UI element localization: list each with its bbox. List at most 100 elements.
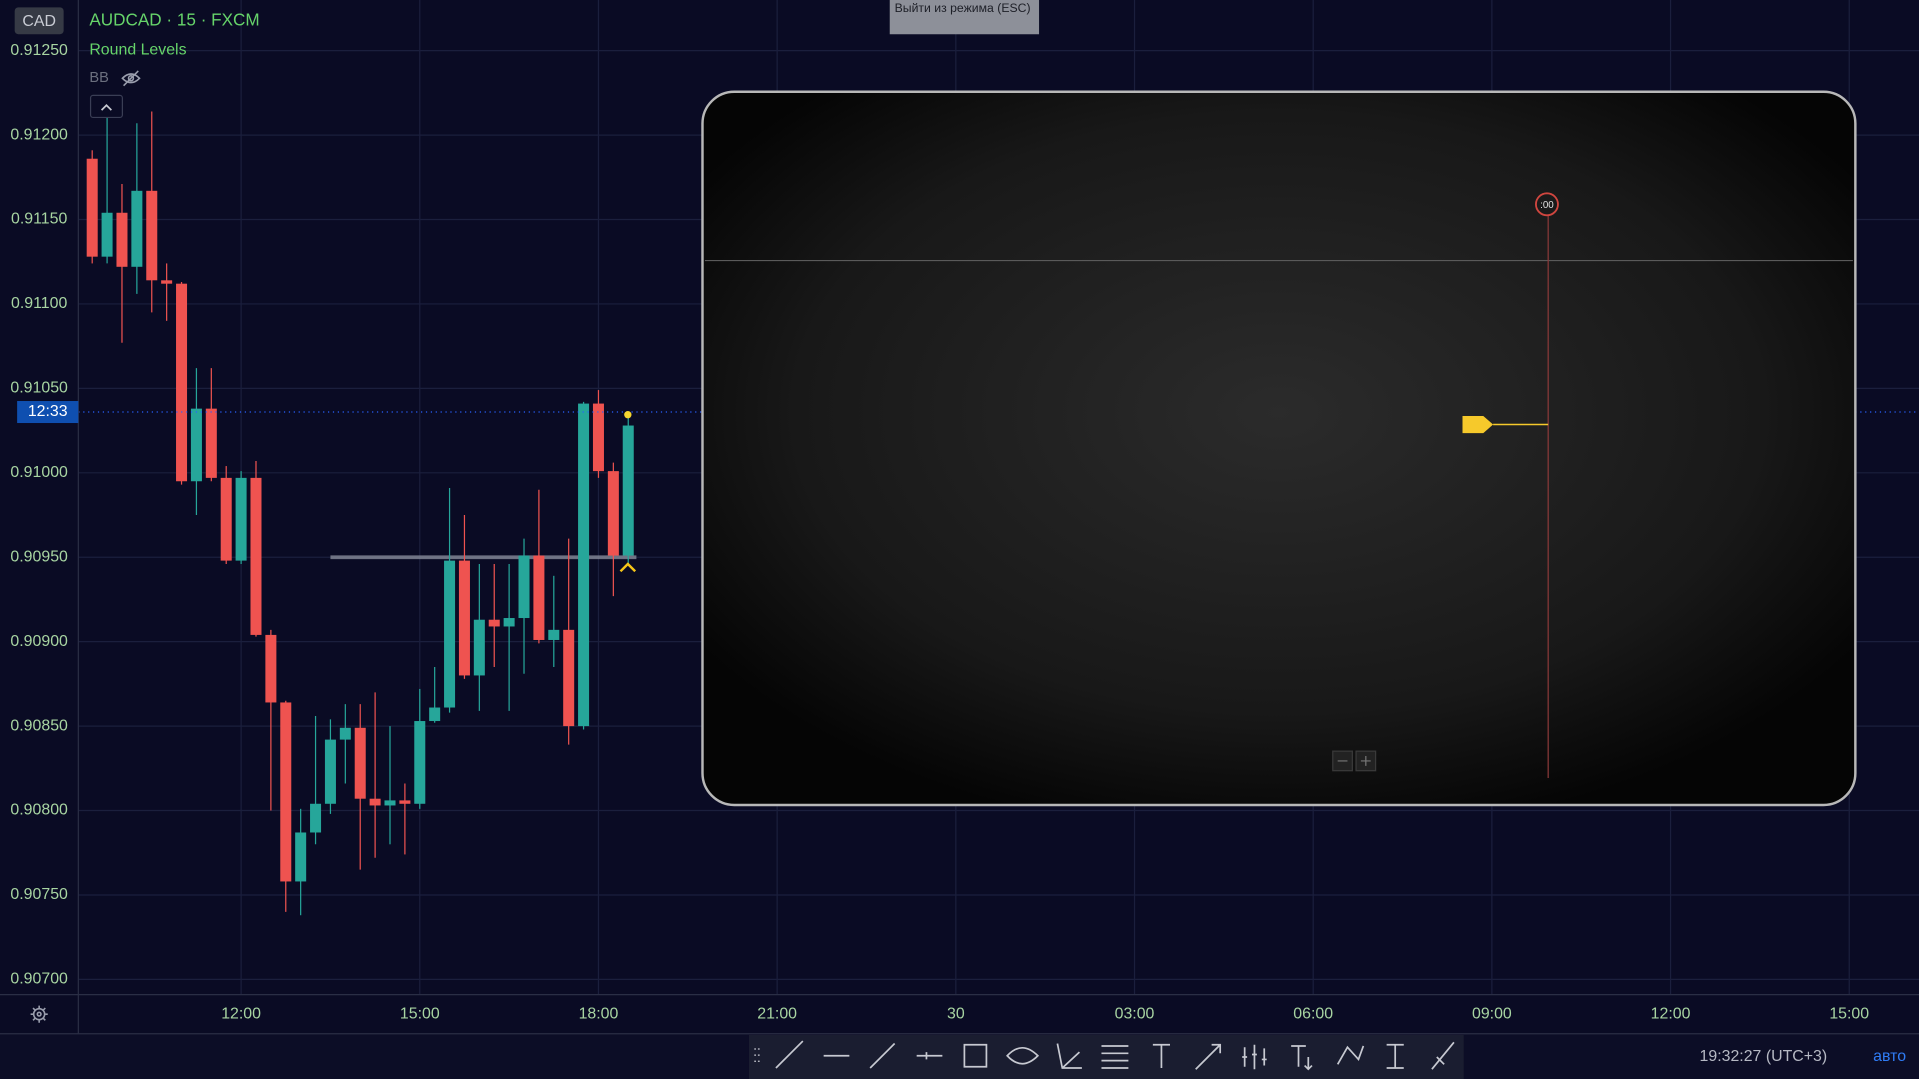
candle-body [369,798,381,806]
overlay-frame [701,90,1857,807]
y-tick-label: 0.90800 [10,802,68,819]
candle-body [578,403,590,727]
x-tick-label: 18:00 [579,1005,619,1022]
candle-body [190,408,202,482]
candle-body [563,629,575,727]
signal-arrow [619,562,637,573]
candle-body [131,190,143,267]
chart-title[interactable]: AUDCAD · 15 · FXCM [89,9,259,29]
axes: 0.90700 0.90750 0.90800 0.90850 0.90900 0.909… [10,42,1869,1023]
tool-fib[interactable] [1101,1045,1129,1069]
symbol-badge[interactable]: CAD [22,13,56,30]
exit-hint-box: Выйти из режима (ESC) [894,2,1031,16]
candle-body [548,629,560,640]
candle-body [444,560,456,708]
candle-body [101,212,113,257]
overlay-arrow [1462,415,1494,434]
candle-body [354,727,366,799]
y-tick-label: 0.91250 [10,42,68,59]
candle-body [399,800,411,804]
candle-body [607,471,619,556]
hide-icon[interactable] [121,70,141,87]
y-tick-label: 0.90750 [10,886,68,903]
candle-body [235,477,247,561]
tool-measure[interactable] [1386,1043,1404,1069]
x-tick-label: 03:00 [1115,1005,1155,1022]
collapse-button[interactable] [89,94,123,119]
tool-pattern[interactable] [1336,1045,1365,1065]
candle-body [324,739,336,804]
tool-trend-line[interactable] [775,1040,804,1069]
settings-icon[interactable] [30,1005,48,1023]
plot [78,111,1919,916]
scale-mode[interactable]: авто [1873,1048,1906,1065]
candle-body [205,408,217,478]
tool-ellipse[interactable] [1006,1046,1040,1065]
candle-body [414,721,426,804]
tool-triangle[interactable] [1056,1043,1082,1069]
tool-bars[interactable] [1242,1044,1267,1070]
tool-brush[interactable] [1431,1041,1455,1070]
tool-ray[interactable] [869,1042,896,1069]
candle-body [592,403,604,472]
x-tick-label: 09:00 [1472,1005,1512,1022]
candle-body [250,477,262,635]
y-tick-label: 0.90700 [10,971,68,988]
candle-body [220,477,232,561]
overlay-zoom-glyphs [1337,756,1371,766]
tool-text[interactable] [1152,1043,1171,1068]
x-tick-label: 12:00 [1651,1005,1691,1022]
x-tick-label: 30 [947,1005,965,1022]
signal-dot [624,411,632,419]
symbol-badge-bg [14,7,64,35]
price-marker-bg [17,401,79,424]
tool-arrow[interactable] [1195,1043,1222,1070]
candle-body [310,803,322,833]
candle-body [295,832,307,882]
candle-body [503,618,515,627]
y-tick-label: 0.90900 [10,633,68,650]
candle-body [518,555,530,619]
indicator-name[interactable]: BB [89,70,109,86]
overlay-marker [1535,192,1559,217]
y-tick-label: 0.90850 [10,717,68,734]
y-tick-label: 0.91050 [10,380,68,397]
tool-horizontal-ray[interactable] [916,1052,943,1060]
candle-body [86,158,98,257]
candle-body [622,425,634,556]
tool-anchored-text[interactable] [1291,1045,1313,1071]
x-tick-label: 12:00 [221,1005,261,1022]
candle-body [339,727,351,740]
candle-body [161,280,173,284]
price-marker-label: 12:33 [28,403,68,420]
toolbar-grip[interactable] [754,1048,760,1062]
candle-body [176,283,188,482]
exit-hint[interactable]: Выйти из режима (ESC) [894,2,1031,16]
candle-body [429,707,441,722]
x-tick-label: 15:00 [400,1005,440,1022]
y-tick-label: 0.91000 [10,464,68,481]
y-tick-label: 0.91150 [11,211,67,228]
candle-body [146,190,158,281]
x-tick-label: 06:00 [1293,1005,1333,1022]
candle-body [488,619,500,627]
candle-body [458,560,470,676]
candle-body [265,634,277,703]
tool-rectangle[interactable] [963,1043,988,1068]
drawing-toolbar [748,1034,1464,1079]
x-tick-label: 15:00 [1829,1005,1869,1022]
exit-hint-bg [889,0,1040,35]
x-tick-label: 21:00 [757,1005,797,1022]
candle-body [473,619,485,676]
indicator-name[interactable]: Round Levels [89,41,186,58]
video-overlay[interactable]: :00 [701,90,1857,807]
clock: 19:32:27 (UTC+3) [1700,1048,1828,1065]
candle-body [384,800,396,806]
candle-body [533,555,545,640]
candle-body [116,212,128,267]
y-tick-label: 0.90950 [10,548,68,565]
y-tick-label: 0.91100 [11,295,67,312]
drawing-tools [754,1040,1455,1071]
